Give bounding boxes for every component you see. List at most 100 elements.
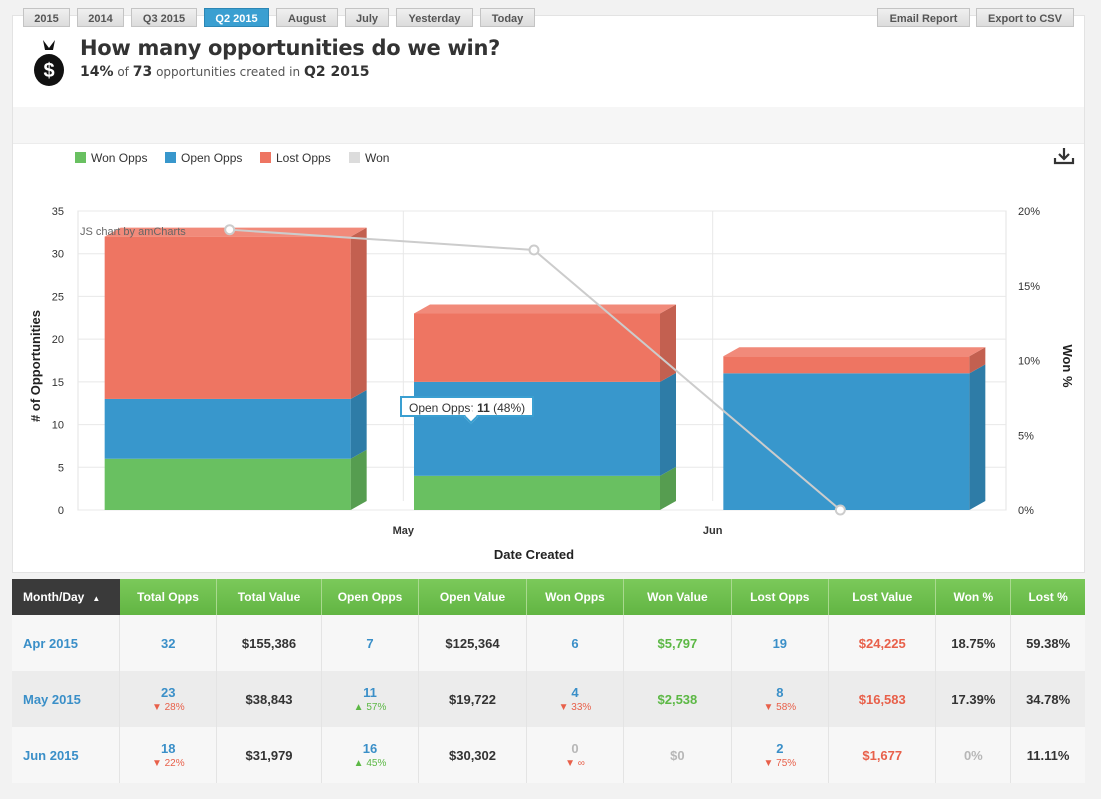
cell-total-value: $155,386 (216, 615, 322, 671)
y-tick-label: 10 (52, 420, 64, 432)
period-button-today[interactable]: Today (480, 8, 535, 27)
cell-total-opps[interactable]: 32 (119, 615, 218, 671)
legend-item-won-opps[interactable]: Won Opps (75, 151, 147, 165)
cell-open-value: $125,364 (418, 615, 527, 671)
y-tick-label: 0 (58, 505, 64, 517)
cell-open-opps[interactable]: 7 (321, 615, 420, 671)
y-tick-label: 25 (52, 291, 64, 303)
legend-label: Open Opps (181, 151, 243, 165)
column-header-lost-opps[interactable]: Lost Opps (731, 579, 830, 615)
period-button-yesterday[interactable]: Yesterday (396, 8, 473, 27)
table-row: Jun 2015 18 ▼ 22% $31,979 16 ▲ 45% $30,302… (12, 727, 1085, 783)
y-tick-label: 5 (58, 462, 64, 474)
table-row: May 2015 23 ▼ 28% $38,843 11 ▲ 57% $19,722… (12, 671, 1085, 727)
bar-segment-lost-opps (414, 313, 660, 382)
column-header-month[interactable]: Month/Day ▲ (12, 579, 120, 615)
row-month-link[interactable]: Jun 2015 (12, 727, 121, 783)
y-tick-label: 20 (52, 334, 64, 346)
bar-segment-open-opps (723, 373, 970, 510)
cell-lost-opps[interactable]: 19 (731, 615, 830, 671)
cell-total-opps[interactable]: 18 ▼ 22% (119, 727, 218, 783)
period-button-q2-2015[interactable]: Q2 2015 (204, 8, 269, 27)
y2-axis-label: Won % (1060, 344, 1075, 388)
delta-badge: ▼ 33% (558, 702, 592, 713)
cell-won-opps[interactable]: 4 ▼ 33% (526, 671, 625, 727)
delta-badge: ▼ 75% (763, 758, 797, 769)
bar-segment-lost-opps (723, 356, 970, 374)
cell-won-value: $0 (623, 727, 732, 783)
bar-top (414, 304, 676, 314)
cell-lost-opps[interactable]: 8 ▼ 58% (731, 671, 830, 727)
cell-won-pct: 17.39% (935, 671, 1012, 727)
delta-badge: ▼ 28% (151, 702, 185, 713)
export-csv-button[interactable]: Export to CSV (976, 8, 1074, 27)
cell-won-pct: 18.75% (935, 615, 1012, 671)
cell-lost-opps[interactable]: 2 ▼ 75% (731, 727, 830, 783)
cell-total-value: $38,843 (216, 671, 322, 727)
column-header-lost-value[interactable]: Lost Value (828, 579, 937, 615)
legend-item-lost-opps[interactable]: Lost Opps (260, 151, 331, 165)
row-month-link[interactable]: Apr 2015 (12, 615, 121, 671)
legend-item-won[interactable]: Won (349, 151, 389, 165)
delta-badge: ▼ 58% (763, 702, 797, 713)
subtitle-created: opportunities created in (156, 65, 301, 79)
column-header-total-opps[interactable]: Total Opps (119, 579, 218, 615)
legend-swatch (75, 152, 86, 163)
column-header-won-pct[interactable]: Won % (935, 579, 1012, 615)
cell-won-value: $5,797 (623, 615, 732, 671)
x-tick-label: Jun (703, 525, 723, 537)
row-month-link[interactable]: May 2015 (12, 671, 121, 727)
money-bag-icon: $ (34, 40, 64, 86)
bar-segment-won-opps (104, 458, 351, 510)
y2-tick-label: 0% (1018, 505, 1034, 517)
column-header-won-opps[interactable]: Won Opps (526, 579, 625, 615)
period-button-august[interactable]: August (276, 8, 338, 27)
delta-badge: ▼ 22% (151, 758, 185, 769)
period-button-2015[interactable]: 2015 (23, 8, 70, 27)
column-header-won-value[interactable]: Won Value (623, 579, 732, 615)
cell-open-value: $19,722 (418, 671, 527, 727)
cell-open-value: $30,302 (418, 727, 527, 783)
cell-total-opps[interactable]: 23 ▼ 28% (119, 671, 218, 727)
legend-swatch (165, 152, 176, 163)
sort-ascending-icon: ▲ (92, 594, 101, 603)
column-header-open-value[interactable]: Open Value (418, 579, 527, 615)
chart-axes: 0 5 10 15 20 25 30 35 0% 5% 10% 15% 20% May Jun (52, 206, 1040, 537)
bar-side (350, 449, 367, 510)
chart-credit[interactable]: JS chart by amCharts (80, 226, 186, 238)
x-axis-label: Date Created (494, 547, 574, 562)
cell-lost-pct: 11.11% (1010, 727, 1085, 783)
cell-total-value: $31,979 (216, 727, 322, 783)
won-percentage-point (834, 504, 846, 516)
cell-open-opps[interactable]: 11 ▲ 57% (321, 671, 420, 727)
delta-badge: ▲ 45% (353, 758, 387, 769)
chart-won-line (224, 224, 846, 516)
cell-lost-pct: 34.78% (1010, 671, 1085, 727)
subtitle-of: of (117, 65, 129, 79)
period-button-2014[interactable]: 2014 (77, 8, 124, 27)
column-header-lost-pct[interactable]: Lost % (1010, 579, 1085, 615)
svg-text:$: $ (43, 60, 54, 82)
cell-open-opps[interactable]: 16 ▲ 45% (321, 727, 420, 783)
legend-label: Lost Opps (276, 151, 331, 165)
x-tick-label: May (393, 525, 415, 537)
cell-won-opps[interactable]: 6 (526, 615, 625, 671)
period-button-q3-2015[interactable]: Q3 2015 (131, 8, 197, 27)
legend-item-open-opps[interactable]: Open Opps (165, 151, 242, 165)
bar-segment-lost-opps (104, 236, 351, 399)
total-opportunities: 73 (132, 64, 153, 80)
period-button-july[interactable]: July (345, 8, 389, 27)
y-tick-label: 15 (52, 377, 64, 389)
won-percentage-point (224, 224, 236, 236)
bar-top (723, 347, 986, 357)
email-report-button[interactable]: Email Report (877, 8, 970, 27)
download-icon[interactable] (1053, 146, 1075, 166)
table-header-row: Month/Day ▲ Total Opps Total Value Open O… (12, 579, 1085, 615)
column-header-open-opps[interactable]: Open Opps (321, 579, 420, 615)
bar-side (660, 304, 676, 382)
tooltip-percent: (48%) (493, 401, 526, 415)
tooltip-label: Open Opps: (409, 401, 474, 415)
table-row: Apr 2015 32 $155,386 7 $125,364 6 $5,797… (12, 615, 1085, 671)
period-toolbar (13, 107, 1084, 144)
column-header-total-value[interactable]: Total Value (216, 579, 322, 615)
